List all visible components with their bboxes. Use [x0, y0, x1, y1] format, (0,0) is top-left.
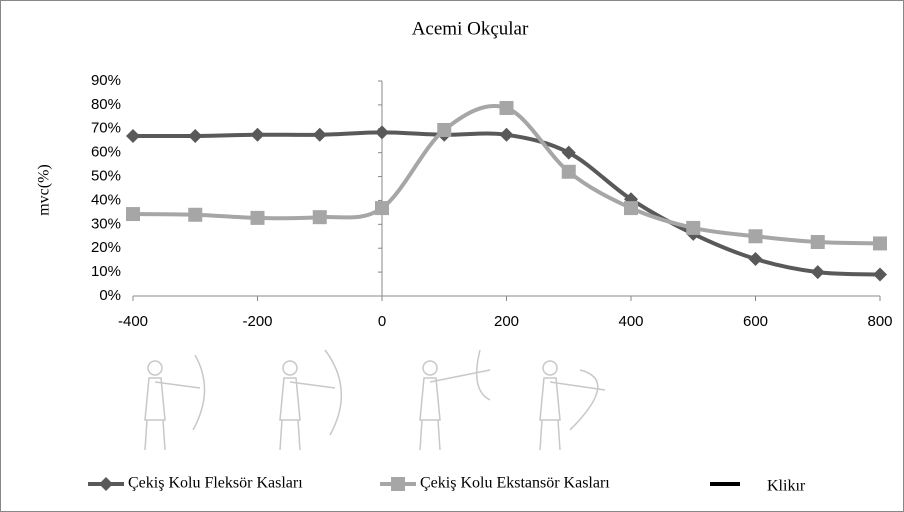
marker [126, 207, 140, 222]
y-tick-label: 60% [91, 144, 121, 161]
marker [391, 477, 405, 491]
marker [312, 127, 327, 142]
marker [748, 229, 763, 244]
marker [250, 127, 265, 142]
y-tick-label: 80% [91, 96, 121, 113]
marker [188, 128, 203, 143]
x-tick-label: 0 [378, 313, 386, 330]
marker [126, 128, 140, 143]
marker [810, 265, 825, 280]
marker [810, 235, 825, 250]
legend-label: Çekiş Kolu Fleksör Kasları [128, 475, 303, 492]
marker [375, 201, 389, 216]
legend-label: Klikır [767, 478, 806, 495]
archer-illustrations [144, 349, 606, 451]
y-tick-label: 50% [91, 168, 121, 185]
marker [437, 122, 452, 137]
marker [561, 164, 576, 179]
marker [561, 145, 576, 160]
marker [312, 210, 327, 225]
marker [686, 220, 701, 235]
marker [499, 100, 514, 115]
chart-title: Acemi Okçular [412, 18, 529, 39]
x-tick-label: 800 [867, 313, 892, 330]
x-tick-label: 400 [618, 313, 643, 330]
marker [873, 236, 887, 251]
marker [188, 207, 203, 222]
y-tick-label: 40% [91, 191, 121, 208]
y-axis-label: mvc(%) [36, 164, 53, 216]
marker [99, 477, 113, 491]
y-tick-label: 70% [91, 120, 121, 137]
y-tick-label: 10% [91, 263, 121, 280]
marker [375, 125, 389, 140]
y-tick-label: 30% [91, 215, 121, 232]
marker [624, 201, 638, 216]
legend-label: Çekiş Kolu Ekstansör Kasları [420, 475, 610, 492]
marker [873, 267, 887, 282]
marker [499, 127, 514, 142]
x-tick-label: -200 [242, 313, 272, 330]
marker [250, 210, 265, 225]
x-tick-label: -400 [118, 313, 148, 330]
marker [748, 251, 763, 266]
x-tick-label: 600 [743, 313, 768, 330]
y-tick-label: 90% [91, 72, 121, 89]
x-tick-label: 200 [494, 313, 519, 330]
y-tick-label: 0% [99, 287, 121, 304]
y-tick-label: 20% [91, 239, 121, 256]
